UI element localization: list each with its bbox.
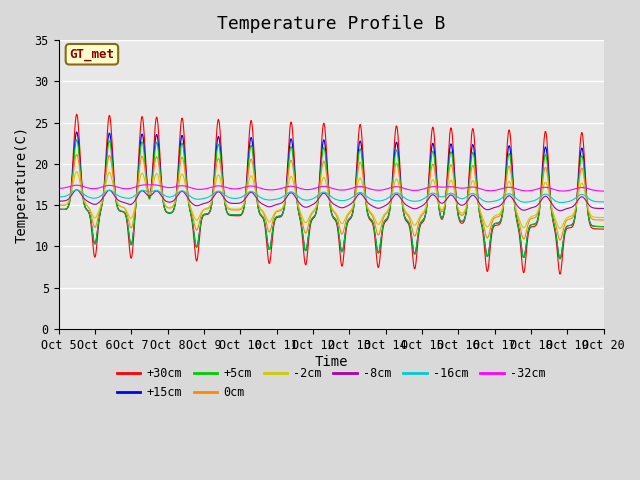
+15cm — [556, 256, 564, 262]
+5cm — [556, 256, 564, 262]
-32cm — [295, 185, 303, 191]
Line: -16cm: -16cm — [58, 190, 604, 203]
+30cm — [480, 241, 488, 247]
Y-axis label: Temperature(C): Temperature(C) — [15, 126, 29, 243]
-16cm — [276, 195, 284, 201]
-2cm — [556, 226, 564, 231]
-8cm — [557, 208, 564, 214]
+15cm — [111, 187, 118, 192]
+5cm — [600, 224, 607, 229]
-32cm — [110, 183, 118, 189]
+5cm — [54, 206, 62, 212]
-8cm — [480, 205, 488, 211]
+15cm — [73, 129, 81, 135]
X-axis label: Time: Time — [314, 355, 348, 369]
+15cm — [429, 142, 437, 147]
-32cm — [600, 188, 607, 194]
+5cm — [480, 235, 488, 240]
0cm — [276, 208, 284, 214]
+5cm — [111, 189, 118, 194]
+15cm — [54, 206, 62, 212]
-32cm — [429, 184, 437, 190]
-32cm — [480, 187, 488, 193]
+5cm — [276, 213, 284, 219]
-8cm — [295, 200, 303, 205]
+30cm — [73, 111, 81, 117]
0cm — [295, 206, 303, 212]
-16cm — [111, 190, 118, 196]
+5cm — [490, 221, 498, 227]
+30cm — [295, 212, 303, 218]
-8cm — [111, 193, 118, 199]
-8cm — [54, 198, 62, 204]
0cm — [429, 162, 437, 168]
-2cm — [54, 202, 62, 208]
+30cm — [429, 126, 437, 132]
-8cm — [490, 205, 498, 211]
Line: +30cm: +30cm — [58, 114, 604, 274]
-16cm — [295, 194, 303, 200]
-16cm — [73, 187, 81, 193]
0cm — [480, 225, 488, 230]
+15cm — [600, 224, 607, 229]
+15cm — [490, 221, 498, 227]
Legend: +30cm, +15cm, +5cm, 0cm, -2cm, -8cm, -16cm, -32cm: +30cm, +15cm, +5cm, 0cm, -2cm, -8cm, -16… — [112, 363, 550, 404]
-16cm — [54, 194, 62, 200]
Text: GT_met: GT_met — [69, 48, 115, 61]
+15cm — [480, 235, 488, 240]
-8cm — [276, 201, 284, 206]
-16cm — [490, 198, 498, 204]
-16cm — [600, 199, 607, 205]
+30cm — [490, 224, 498, 229]
-2cm — [111, 191, 118, 196]
Line: -8cm: -8cm — [58, 190, 604, 211]
Line: +15cm: +15cm — [58, 132, 604, 259]
-32cm — [490, 188, 498, 193]
Line: -2cm: -2cm — [58, 172, 604, 228]
+30cm — [556, 271, 564, 277]
-2cm — [73, 169, 81, 175]
-16cm — [557, 200, 565, 205]
-8cm — [73, 187, 81, 193]
-2cm — [490, 214, 498, 219]
+15cm — [276, 213, 284, 219]
-8cm — [600, 205, 607, 211]
+15cm — [295, 211, 303, 217]
Line: +5cm: +5cm — [58, 140, 604, 259]
+30cm — [54, 206, 62, 212]
0cm — [73, 152, 81, 157]
-32cm — [146, 182, 154, 188]
0cm — [54, 202, 62, 208]
-2cm — [480, 219, 488, 225]
-32cm — [54, 186, 62, 192]
Line: 0cm: 0cm — [58, 155, 604, 240]
+5cm — [429, 149, 437, 155]
-2cm — [600, 215, 607, 220]
+30cm — [276, 214, 284, 220]
-2cm — [429, 177, 437, 183]
0cm — [111, 187, 118, 193]
-2cm — [295, 205, 303, 211]
-16cm — [429, 190, 437, 196]
Line: -32cm: -32cm — [58, 185, 604, 191]
-2cm — [276, 207, 284, 213]
Title: Temperature Profile B: Temperature Profile B — [217, 15, 445, 33]
-32cm — [276, 186, 284, 192]
+5cm — [295, 212, 303, 217]
0cm — [556, 237, 564, 243]
0cm — [600, 217, 607, 223]
+30cm — [600, 226, 607, 232]
0cm — [490, 216, 498, 221]
-16cm — [480, 198, 488, 204]
+30cm — [111, 183, 118, 189]
+5cm — [73, 137, 81, 143]
-8cm — [429, 192, 437, 198]
